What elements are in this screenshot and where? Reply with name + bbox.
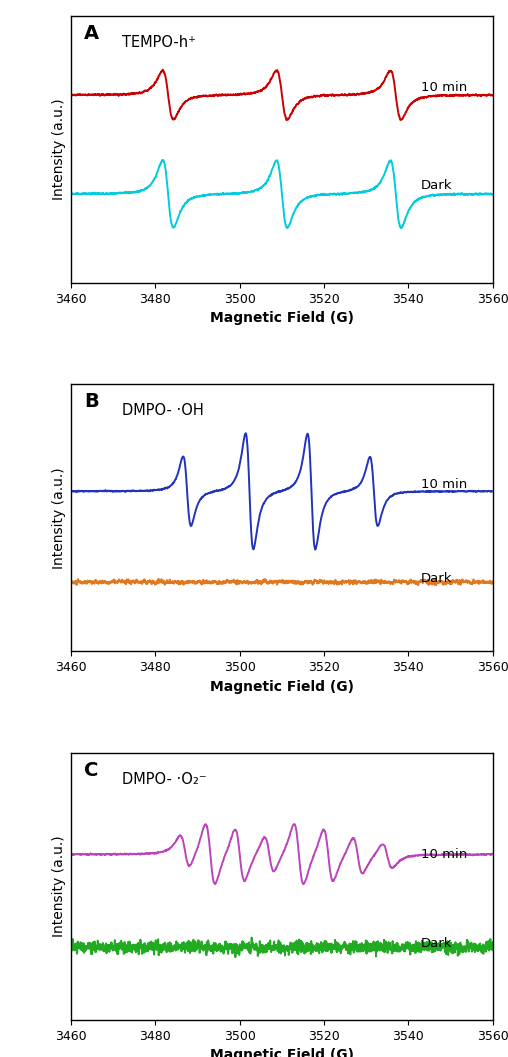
Text: 10 min: 10 min bbox=[421, 80, 467, 94]
Y-axis label: Intensity (a.u.): Intensity (a.u.) bbox=[52, 467, 66, 569]
Text: TEMPO-h⁺: TEMPO-h⁺ bbox=[122, 35, 196, 50]
Text: C: C bbox=[84, 761, 98, 780]
Text: Dark: Dark bbox=[421, 180, 453, 192]
Text: 10 min: 10 min bbox=[421, 478, 467, 490]
Text: Dark: Dark bbox=[421, 937, 453, 949]
Text: A: A bbox=[84, 24, 99, 43]
Y-axis label: Intensity (a.u.): Intensity (a.u.) bbox=[52, 836, 66, 938]
X-axis label: Magnetic Field (G): Magnetic Field (G) bbox=[210, 311, 354, 326]
Text: DMPO- ·OH: DMPO- ·OH bbox=[122, 403, 204, 419]
X-axis label: Magnetic Field (G): Magnetic Field (G) bbox=[210, 680, 354, 693]
Text: DMPO- ·O₂⁻: DMPO- ·O₂⁻ bbox=[122, 772, 206, 786]
Text: Dark: Dark bbox=[421, 572, 453, 585]
Text: B: B bbox=[84, 392, 99, 411]
X-axis label: Magnetic Field (G): Magnetic Field (G) bbox=[210, 1049, 354, 1057]
Y-axis label: Intensity (a.u.): Intensity (a.u.) bbox=[52, 98, 66, 200]
Text: 10 min: 10 min bbox=[421, 848, 467, 861]
